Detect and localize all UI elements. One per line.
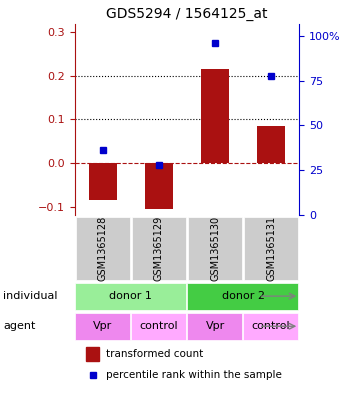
Bar xyxy=(187,313,242,340)
Bar xyxy=(86,347,100,361)
Text: individual: individual xyxy=(3,291,58,301)
Text: percentile rank within the sample: percentile rank within the sample xyxy=(106,371,282,380)
Bar xyxy=(243,313,298,340)
Text: GSM1365131: GSM1365131 xyxy=(266,216,276,281)
Bar xyxy=(187,283,298,310)
Text: GSM1365130: GSM1365130 xyxy=(210,216,220,281)
Text: agent: agent xyxy=(3,321,36,331)
Bar xyxy=(76,217,130,280)
Text: control: control xyxy=(252,321,290,331)
Bar xyxy=(131,313,186,340)
Bar xyxy=(201,69,229,163)
Bar xyxy=(188,217,242,280)
Bar xyxy=(132,217,186,280)
Text: control: control xyxy=(140,321,178,331)
Text: GSM1365128: GSM1365128 xyxy=(98,215,108,281)
Text: transformed count: transformed count xyxy=(106,349,203,359)
Text: Vpr: Vpr xyxy=(205,321,225,331)
Text: Vpr: Vpr xyxy=(93,321,113,331)
Bar xyxy=(145,163,173,209)
Title: GDS5294 / 1564125_at: GDS5294 / 1564125_at xyxy=(106,7,268,21)
Bar xyxy=(244,217,298,280)
Bar xyxy=(75,313,130,340)
Bar xyxy=(75,283,186,310)
Bar xyxy=(257,126,285,163)
Bar xyxy=(89,163,117,200)
Text: donor 2: donor 2 xyxy=(222,291,265,301)
Text: donor 1: donor 1 xyxy=(109,291,152,301)
Text: GSM1365129: GSM1365129 xyxy=(154,215,164,281)
